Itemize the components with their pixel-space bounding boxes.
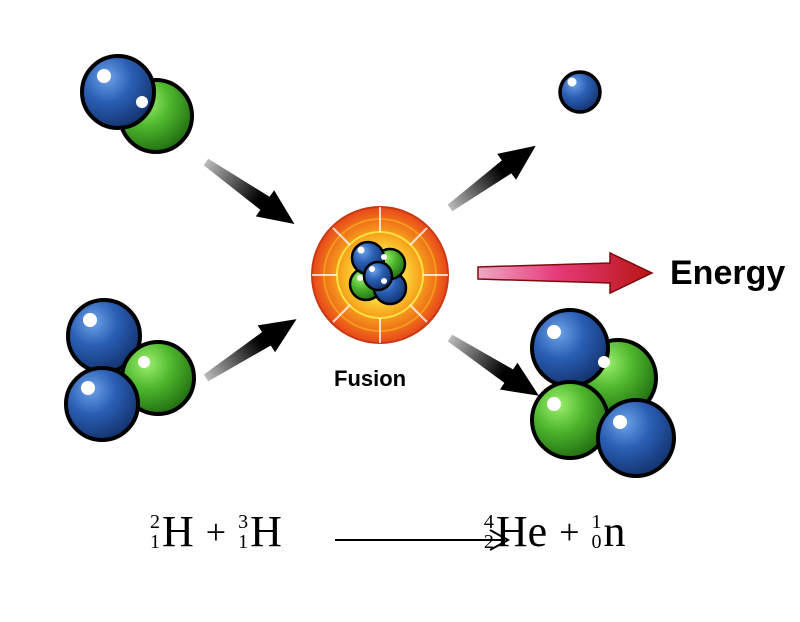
iso-helium: 4 2 He bbox=[484, 510, 547, 554]
atomic-number: 2 bbox=[484, 532, 494, 552]
plus-op: + bbox=[206, 511, 226, 553]
mass-number: 1 bbox=[592, 512, 602, 532]
atomic-number: 1 bbox=[150, 532, 160, 552]
energy-label: Energy bbox=[670, 254, 785, 293]
nuclear-equation: 2 1 H + 3 1 H 4 2 He + 1 0 n bbox=[150, 510, 626, 554]
neutron bbox=[560, 72, 600, 112]
iso-neutron: 1 0 n bbox=[592, 510, 626, 554]
element-symbol: n bbox=[604, 510, 626, 554]
mass-number: 3 bbox=[238, 512, 248, 532]
iso-tritium: 3 1 H bbox=[238, 510, 282, 554]
plus-op: + bbox=[559, 511, 579, 553]
atomic-number: 0 bbox=[592, 532, 602, 552]
iso-deuterium: 2 1 H bbox=[150, 510, 194, 554]
element-symbol: He bbox=[496, 510, 547, 554]
energy-arrow bbox=[478, 253, 652, 293]
mass-number: 2 bbox=[150, 512, 160, 532]
mass-number: 4 bbox=[484, 512, 494, 532]
atomic-number: 1 bbox=[238, 532, 248, 552]
element-symbol: H bbox=[162, 510, 194, 554]
element-symbol: H bbox=[250, 510, 282, 554]
fusion-diagram: Fusion Energy 2 1 H + 3 1 H 4 2 He + 1 0… bbox=[0, 0, 800, 622]
tritium bbox=[66, 300, 194, 440]
fusion-label: Fusion bbox=[334, 366, 406, 392]
core-nucleons bbox=[350, 242, 406, 304]
deuterium bbox=[82, 56, 192, 152]
helium bbox=[532, 310, 674, 476]
